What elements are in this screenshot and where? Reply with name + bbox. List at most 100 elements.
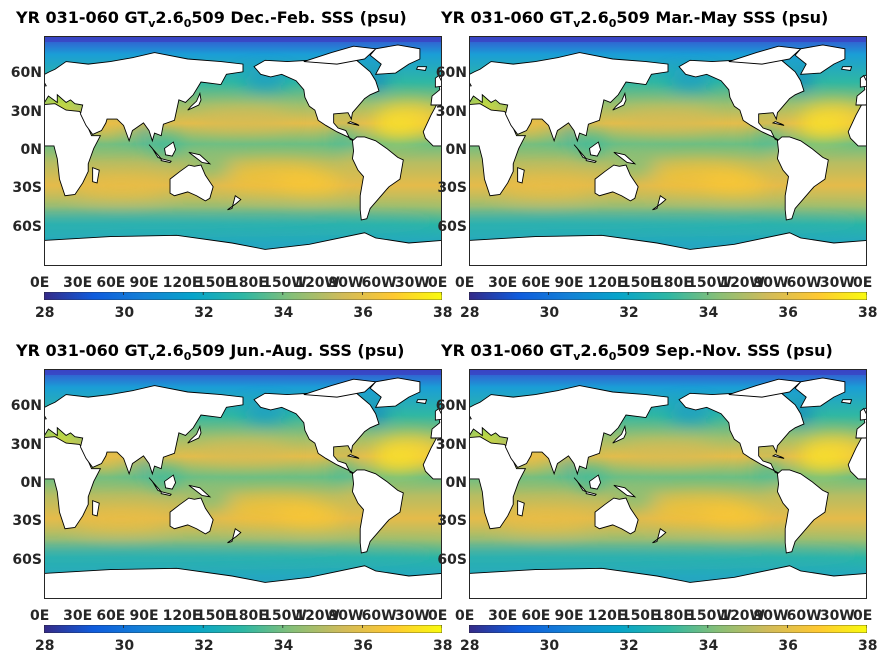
colorbar-tick-label: 30: [114, 638, 135, 654]
title-suffix: 509 Mar.-May SSS (psu): [616, 8, 829, 27]
colorbar: [469, 292, 867, 300]
colorbar-tick-label: 30: [539, 638, 560, 654]
colorbar-tick-label: 38: [433, 638, 453, 654]
colorbar-tick-label: 38: [858, 638, 878, 654]
colorbar-tick-label: 38: [433, 305, 453, 321]
colorbar-tick-label: 28: [460, 638, 480, 654]
lon-label: 90W: [753, 275, 789, 291]
colorbar-tick-label: 34: [698, 305, 719, 321]
lat-label: 60S: [437, 218, 467, 235]
lat-label: 0N: [445, 475, 467, 491]
title-suffix: 509 Jun.-Aug. SSS (psu): [191, 341, 405, 360]
lon-label: 150E: [195, 608, 235, 624]
lon-label: 150W: [687, 275, 732, 291]
lon-label: 30E: [488, 275, 518, 291]
colorbar-tick-label: 28: [35, 638, 55, 654]
lon-label: 150E: [620, 608, 660, 624]
lon-label: 30E: [63, 608, 93, 624]
colorbar-tick-label: 30: [539, 305, 560, 321]
colorbar-tick-label: 38: [858, 305, 878, 321]
landmasses: [469, 44, 867, 266]
lat-label: 60S: [12, 218, 42, 235]
lat-label: 30S: [437, 180, 467, 197]
colorbar-tick-label: 34: [273, 305, 294, 321]
lon-label: 180E: [654, 275, 693, 291]
colorbar: [44, 292, 442, 300]
lon-label: 120W: [720, 275, 765, 291]
title-suffix: 509 Sep.-Nov. SSS (psu): [616, 341, 833, 360]
title-sub2: 0: [183, 17, 192, 31]
lon-label: 120W: [295, 608, 340, 624]
lon-label: 0E: [428, 608, 448, 624]
lon-label: 120E: [587, 608, 627, 624]
lon-label: 120E: [587, 275, 627, 291]
title-mid: 2.6: [155, 8, 184, 27]
lon-label: 0E: [455, 275, 475, 291]
colorbar-tick-label: 32: [619, 638, 639, 654]
lon-label: 0E: [853, 608, 873, 624]
lon-label: 30W: [394, 608, 430, 624]
landmasses: [469, 377, 867, 599]
lat-label: 30N: [435, 436, 467, 453]
lon-label: 120E: [162, 608, 202, 624]
lat-label: 60N: [10, 65, 42, 82]
colorbar-tick-label: 28: [35, 305, 55, 321]
lat-label: 0N: [445, 142, 467, 158]
lon-label: 30W: [819, 275, 855, 291]
title-prefix: YR 031-060 GT: [441, 8, 574, 27]
lat-label: 30S: [12, 180, 42, 197]
salinity-map: [469, 369, 867, 599]
title-sub2: 0: [608, 17, 617, 31]
lon-label: 60W: [786, 275, 822, 291]
lon-label: 120W: [295, 275, 340, 291]
lon-label: 60W: [361, 275, 397, 291]
lat-label: 60N: [435, 398, 467, 415]
lat-label: 30S: [12, 513, 42, 530]
landmasses: [44, 44, 442, 266]
lon-label: 150W: [262, 275, 307, 291]
lat-label: 30N: [10, 436, 42, 453]
lon-label: 0E: [853, 275, 873, 291]
lat-label: 0N: [20, 475, 42, 491]
lon-label: 180E: [229, 608, 268, 624]
lon-label: 90E: [554, 275, 584, 291]
lon-label: 60W: [786, 608, 822, 624]
salinity-map: [469, 36, 867, 266]
panel-title: YR 031-060 GTv2.60509 Mar.-May SSS (psu): [441, 8, 828, 30]
lat-label: 30S: [437, 513, 467, 530]
title-mid: 2.6: [155, 341, 184, 360]
lon-label: 60E: [521, 608, 551, 624]
lon-label: 90E: [129, 275, 159, 291]
lon-label: 90W: [328, 608, 364, 624]
lon-label: 60W: [361, 608, 397, 624]
lon-label: 0E: [428, 275, 448, 291]
lat-label: 30N: [10, 103, 42, 120]
title-mid: 2.6: [580, 8, 609, 27]
lon-label: 60E: [521, 275, 551, 291]
panel-title: YR 031-060 GTv2.60509 Dec.-Feb. SSS (psu…: [16, 8, 407, 30]
lon-label: 30E: [488, 608, 518, 624]
title-sub2: 0: [183, 350, 192, 364]
panel-title: YR 031-060 GTv2.60509 Sep.-Nov. SSS (psu…: [441, 341, 833, 363]
lat-label: 0N: [20, 142, 42, 158]
title-mid: 2.6: [580, 341, 609, 360]
title-prefix: YR 031-060 GT: [441, 341, 574, 360]
title-sub1: v: [148, 17, 156, 31]
lon-label: 90E: [554, 608, 584, 624]
lon-label: 180E: [654, 608, 693, 624]
colorbar-tick-label: 30: [114, 305, 135, 321]
colorbar-tick-label: 36: [778, 638, 798, 654]
lon-label: 0E: [30, 275, 50, 291]
lon-label: 60E: [96, 275, 126, 291]
colorbar-tick-label: 28: [460, 305, 480, 321]
colorbar-tick-label: 36: [353, 638, 373, 654]
colorbar-tick-label: 32: [194, 305, 214, 321]
panel-title: YR 031-060 GTv2.60509 Jun.-Aug. SSS (psu…: [16, 341, 404, 363]
lon-label: 150E: [620, 275, 660, 291]
lon-label: 150W: [687, 608, 732, 624]
lat-label: 60S: [437, 551, 467, 568]
lon-label: 60E: [96, 608, 126, 624]
lon-label: 30E: [63, 275, 93, 291]
title-prefix: YR 031-060 GT: [16, 8, 149, 27]
colorbar: [44, 625, 442, 633]
